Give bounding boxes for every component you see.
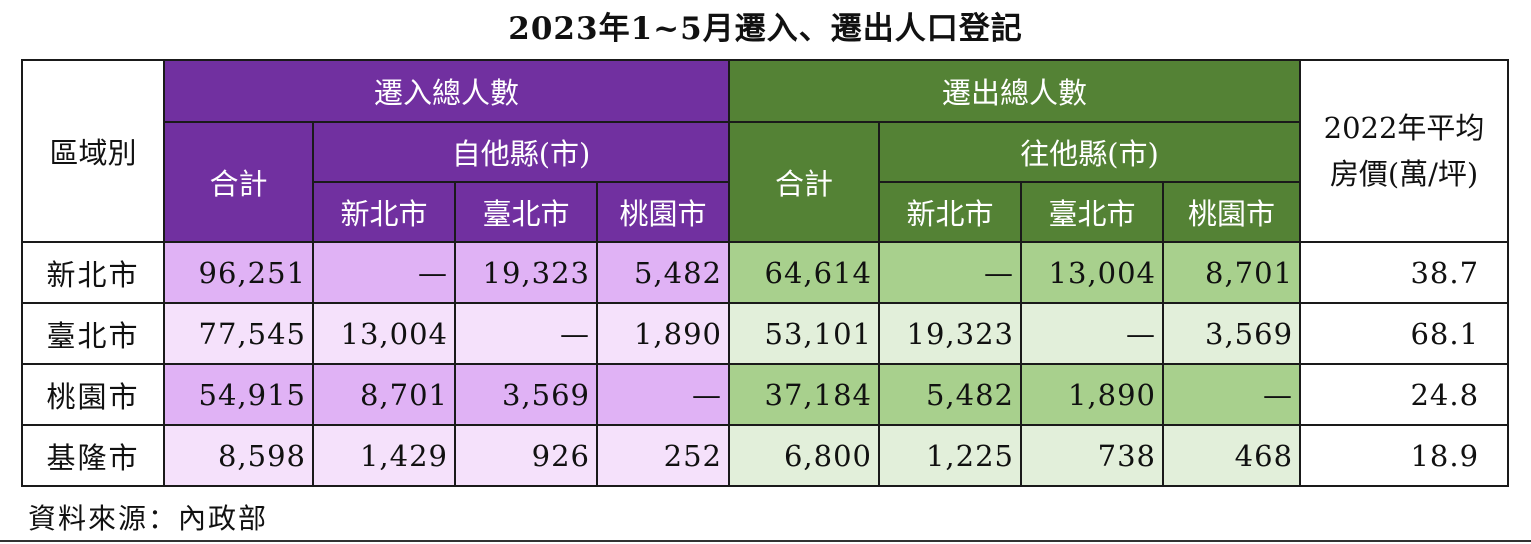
table-row: 臺北市 77,545 13,004 — 1,890 53,101 19,323 … xyxy=(21,302,1510,365)
source-note: 資料來源：內政部 xyxy=(28,502,269,535)
in-total-cell: 8,598 xyxy=(163,424,314,487)
in-cell: 5,482 xyxy=(595,241,731,304)
region-cell: 桃園市 xyxy=(21,363,165,426)
out-cell: 8,701 xyxy=(1162,241,1302,304)
out-total-cell: 37,184 xyxy=(728,363,881,426)
in-from-other-header: 自他縣(市) xyxy=(311,121,731,183)
out-cell: 3,569 xyxy=(1162,302,1302,365)
price-cell: 38.7 xyxy=(1299,241,1510,304)
in-total-cell: 54,915 xyxy=(163,363,314,426)
in-sub-header: 臺北市 xyxy=(454,181,598,243)
page-title: 2023年1~5月遷入、遷出人口登記 xyxy=(508,11,1023,47)
out-total-header: 遷出總人數 xyxy=(728,59,1302,123)
bottom-divider xyxy=(0,540,1531,542)
in-cell: 19,323 xyxy=(454,241,598,304)
in-sub-header: 桃園市 xyxy=(595,181,731,243)
region-cell: 臺北市 xyxy=(21,302,165,365)
out-cell: 5,482 xyxy=(878,363,1023,426)
price-cell: 18.9 xyxy=(1299,424,1510,487)
out-cell: 13,004 xyxy=(1020,241,1165,304)
out-total-cell: 6,800 xyxy=(728,424,881,487)
table-row: 桃園市 54,915 8,701 3,569 — 37,184 5,482 1,… xyxy=(21,363,1510,426)
out-cell: 1,225 xyxy=(878,424,1023,487)
out-sum-header: 合計 xyxy=(728,121,881,243)
out-cell: 468 xyxy=(1162,424,1302,487)
out-sub-header: 桃園市 xyxy=(1162,181,1302,243)
in-cell: 252 xyxy=(595,424,731,487)
region-cell: 新北市 xyxy=(21,241,165,304)
region-cell: 基隆市 xyxy=(21,424,165,487)
in-cell: — xyxy=(454,302,598,365)
out-total-cell: 53,101 xyxy=(728,302,881,365)
in-cell: — xyxy=(595,363,731,426)
in-cell: 1,890 xyxy=(595,302,731,365)
out-cell: 1,890 xyxy=(1020,363,1165,426)
out-cell: 738 xyxy=(1020,424,1165,487)
out-cell: — xyxy=(1162,363,1302,426)
region-header: 區域別 xyxy=(21,59,165,243)
in-cell: 13,004 xyxy=(312,302,456,365)
in-cell: 8,701 xyxy=(312,363,456,426)
header-row-3: 新北市 臺北市 桃園市 新北市 臺北市 桃園市 xyxy=(22,181,1508,243)
in-cell: 3,569 xyxy=(454,363,598,426)
price-header: 2022年平均 房價(萬/坪) xyxy=(1299,59,1510,243)
in-sub-header: 新北市 xyxy=(312,181,456,243)
in-total-header: 遷入總人數 xyxy=(162,59,731,123)
header-row-1: 區域別 遷入總人數 遷出總人數 2022年平均 房價(萬/坪) xyxy=(21,59,1510,243)
in-cell: 926 xyxy=(454,424,598,487)
migration-table: 區域別 遷入總人數 遷出總人數 2022年平均 房價(萬/坪) 合計 自他縣(市… xyxy=(21,59,1510,487)
header-row-2: 合計 自他縣(市) 合計 往他縣(市) xyxy=(22,121,1508,243)
in-total-cell: 77,545 xyxy=(163,302,314,365)
in-cell: 1,429 xyxy=(312,424,456,487)
in-total-cell: 96,251 xyxy=(163,241,314,304)
in-cell: — xyxy=(312,241,456,304)
out-cell: — xyxy=(878,241,1023,304)
out-total-cell: 64,614 xyxy=(728,241,881,304)
in-sum-header: 合計 xyxy=(163,121,314,243)
table-row: 新北市 96,251 — 19,323 5,482 64,614 — 13,00… xyxy=(21,241,1510,304)
price-header-line1: 2022年平均 xyxy=(1323,111,1485,145)
price-cell: 68.1 xyxy=(1299,302,1510,365)
out-to-other-header: 往他縣(市) xyxy=(878,121,1302,183)
table-row: 基隆市 8,598 1,429 926 252 6,800 1,225 738 … xyxy=(21,424,1510,487)
out-sub-header: 臺北市 xyxy=(1020,181,1165,243)
price-cell: 24.8 xyxy=(1299,363,1510,426)
out-sub-header: 新北市 xyxy=(878,181,1023,243)
price-header-line2: 房價(萬/坪) xyxy=(1329,157,1479,191)
out-cell: 19,323 xyxy=(878,302,1023,365)
out-cell: — xyxy=(1020,302,1165,365)
